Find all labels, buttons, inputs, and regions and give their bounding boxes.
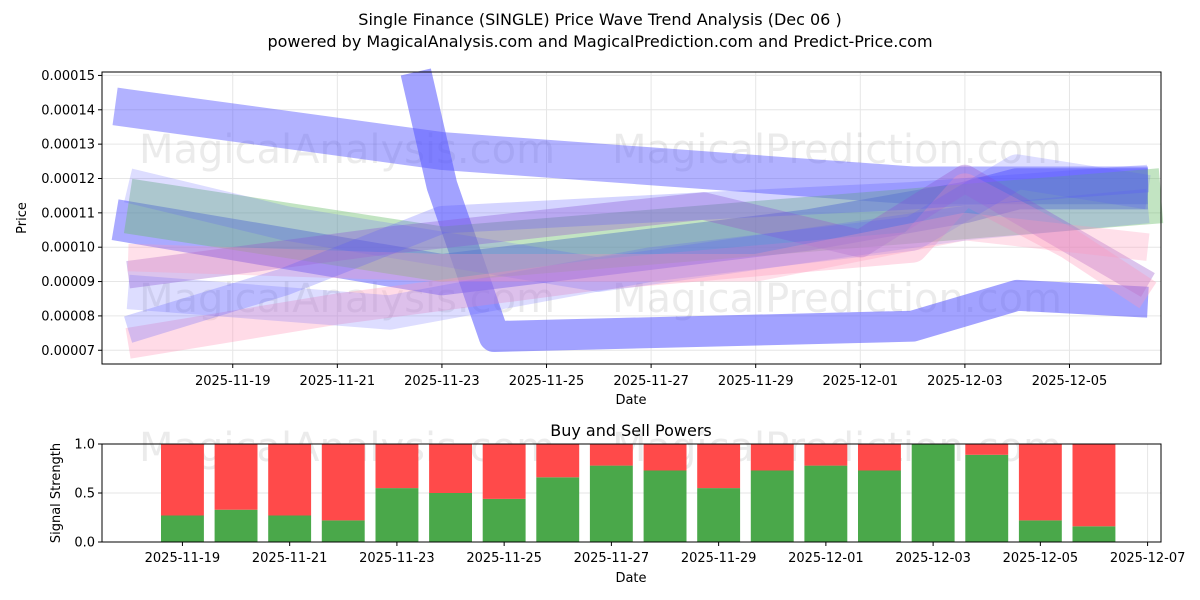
sell-bar	[482, 444, 526, 499]
price-x-tick-label: 2025-12-03	[927, 374, 1003, 389]
price-wave-wave-2	[400, 68, 1149, 352]
buy-bar	[965, 454, 1009, 542]
sell-bar	[643, 444, 687, 471]
sell-bar	[429, 444, 472, 493]
buy-bar	[161, 515, 204, 542]
sell-bar	[161, 444, 204, 516]
watermark-magicalanalysis: MagicalAnalysis.com	[139, 127, 555, 173]
price-y-tick-label: 0.00011	[41, 206, 95, 221]
buy-bar	[643, 470, 687, 542]
buy-bar	[697, 488, 741, 542]
price-x-tick-label: 2025-11-19	[195, 374, 271, 389]
price-wave-wave-4	[123, 168, 1164, 282]
buy-sell-x-tick-label: 2025-11-29	[681, 551, 757, 566]
sell-bar	[536, 444, 580, 478]
buy-sell-y-axis-label: Signal Strength	[49, 443, 64, 543]
price-wave-wave-3	[111, 168, 1148, 296]
price-wave-wave-5	[126, 164, 1155, 297]
buy-sell-bars	[161, 444, 1116, 542]
sell-bar	[804, 444, 848, 466]
price-x-axis: 2025-11-19 2025-11-21 2025-11-23 2025-11-25…	[195, 364, 1107, 389]
buy-bar	[858, 470, 901, 542]
buy-bar	[429, 493, 472, 542]
price-x-tick-label: 2025-12-01	[823, 374, 899, 389]
price-x-tick-label: 2025-11-21	[300, 374, 376, 389]
price-wave-wave-10	[124, 164, 1149, 343]
sell-bar	[750, 444, 794, 471]
price-y-tick-label: 0.00008	[41, 309, 95, 324]
buy-sell-x-tick-label: 2025-11-23	[359, 551, 435, 566]
price-y-tick-label: 0.00007	[41, 344, 95, 359]
buy-bar	[536, 477, 580, 542]
chart-title-line-1: Single Finance (SINGLE) Price Wave Trend…	[358, 10, 841, 29]
buy-sell-x-tick-label: 2025-11-21	[252, 551, 328, 566]
buy-sell-y-tick-label: 0.0	[74, 536, 95, 551]
sell-bar	[965, 444, 1009, 455]
price-waves	[111, 68, 1164, 359]
buy-bar	[911, 444, 955, 542]
buy-sell-x-axis-label: Date	[615, 571, 646, 586]
buy-bar	[268, 515, 312, 542]
sell-bar	[321, 444, 365, 521]
buy-sell-x-tick-label: 2025-12-03	[895, 551, 971, 566]
buy-sell-x-tick-label: 2025-12-07	[1110, 551, 1186, 566]
buy-sell-x-tick-label: 2025-11-25	[466, 551, 542, 566]
buy-bar	[214, 509, 258, 542]
price-y-tick-label: 0.00010	[41, 241, 95, 256]
price-y-tick-label: 0.00013	[41, 138, 95, 153]
price-y-tick-label: 0.00015	[41, 69, 95, 84]
sell-bar	[214, 444, 258, 510]
buy-bar	[589, 465, 633, 542]
sell-bar	[1018, 444, 1062, 521]
price-y-tick-label: 0.00014	[41, 103, 95, 118]
sell-bar	[697, 444, 741, 489]
sell-bar	[375, 444, 419, 489]
price-x-tick-label: 2025-11-23	[404, 374, 480, 389]
buy-bar	[375, 488, 419, 542]
price-wave-wave-7	[126, 154, 1151, 330]
buy-sell-chart: Buy and Sell Powers MagicalAnalysis.com …	[49, 421, 1185, 586]
price-x-tick-label: 2025-11-27	[613, 374, 689, 389]
buy-sell-x-tick-label: 2025-11-19	[145, 551, 221, 566]
price-x-axis-label: Date	[615, 393, 646, 408]
price-y-tick-label: 0.00009	[41, 275, 95, 290]
watermark-magicalprediction: MagicalPrediction.com	[612, 127, 1062, 173]
price-x-tick-label: 2025-12-05	[1032, 374, 1108, 389]
price-y-axis-label: Price	[15, 202, 30, 234]
price-x-tick-label: 2025-11-29	[718, 374, 794, 389]
price-x-tick-label: 2025-11-25	[509, 374, 585, 389]
price-wave-wave-6	[125, 173, 1157, 359]
price-y-tick-label: 0.00012	[41, 172, 95, 187]
buy-bar	[482, 498, 526, 542]
price-wave-chart: MagicalAnalysis.com MagicalPrediction.co…	[15, 68, 1164, 408]
buy-sell-y-axis: 0.0 0.5 1.0	[74, 438, 102, 551]
price-wave-wave-9	[127, 212, 1150, 282]
buy-bar	[804, 465, 848, 542]
buy-bar	[1072, 526, 1116, 542]
buy-bar	[750, 470, 794, 542]
buy-sell-x-tick-label: 2025-12-05	[1003, 551, 1079, 566]
price-wave-wave-8	[124, 168, 1150, 292]
buy-sell-x-tick-label: 2025-11-27	[574, 551, 650, 566]
sell-bar	[1072, 444, 1116, 527]
buy-sell-x-axis: 2025-11-19 2025-11-21 2025-11-23 2025-11-25…	[145, 542, 1186, 566]
sell-bar	[589, 444, 633, 466]
buy-sell-title: Buy and Sell Powers	[550, 421, 712, 440]
buy-sell-y-tick-label: 0.5	[74, 487, 95, 502]
sell-bar	[858, 444, 901, 471]
buy-sell-y-tick-label: 1.0	[74, 438, 95, 453]
buy-bar	[321, 520, 365, 542]
buy-bar	[1018, 520, 1062, 542]
chart-title-line-2: powered by MagicalAnalysis.com and Magic…	[267, 32, 932, 51]
sell-bar	[268, 444, 312, 516]
price-y-axis: 0.00007 0.00008 0.00009 0.00010 0.00011 0.000…	[41, 69, 102, 359]
price-plot-frame	[101, 71, 1162, 365]
buy-sell-x-tick-label: 2025-12-01	[788, 551, 864, 566]
